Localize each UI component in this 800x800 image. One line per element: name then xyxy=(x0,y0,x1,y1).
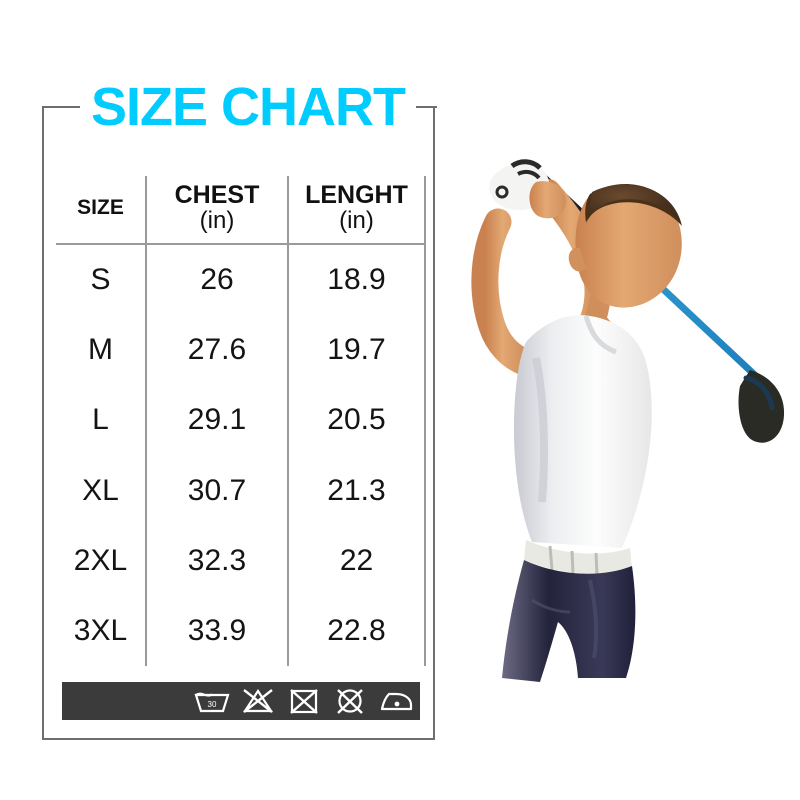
cell-chest: 29.1 xyxy=(146,385,289,456)
cell-length: 22 xyxy=(288,525,426,596)
cell-length: 22.8 xyxy=(288,595,426,666)
column-header-chest: CHEST (in) xyxy=(146,176,289,245)
size-table-container: SIZE CHEST (in) LENGHT (in) S 26 18.9 M … xyxy=(56,176,426,666)
do-not-tumble-dry-icon xyxy=(290,689,318,714)
cell-length: 18.9 xyxy=(288,244,426,316)
table-row: M 27.6 19.7 xyxy=(56,315,426,386)
cell-chest: 26 xyxy=(146,244,289,316)
wash-tub-30-icon: 30 xyxy=(194,692,230,713)
table-header: SIZE CHEST (in) LENGHT (in) xyxy=(56,176,426,245)
table-row: 2XL 32.3 22 xyxy=(56,525,426,596)
column-header-chest-label: CHEST xyxy=(174,181,260,209)
cell-length: 21.3 xyxy=(288,455,426,526)
iron-low-icon xyxy=(380,692,413,711)
column-header-size: SIZE xyxy=(56,176,147,245)
do-not-dry-clean-icon xyxy=(337,689,363,714)
chart-frame xyxy=(42,108,435,740)
cell-length: 20.5 xyxy=(288,385,426,456)
cell-size: 3XL xyxy=(56,595,147,666)
cell-size: L xyxy=(56,385,147,456)
cell-size: 2XL xyxy=(56,525,147,596)
care-symbol-strip: 30 xyxy=(62,682,420,720)
table-row: S 26 18.9 xyxy=(56,244,426,316)
golfer-photo xyxy=(471,159,785,682)
svg-text:30: 30 xyxy=(208,700,217,709)
cell-chest: 32.3 xyxy=(146,525,289,596)
club-head xyxy=(738,370,785,443)
golfer-left-arm xyxy=(471,208,538,376)
column-header-length-unit: (in) xyxy=(339,207,374,234)
table-row: XL 30.7 21.3 xyxy=(56,455,426,526)
column-header-length-label: LENGHT xyxy=(305,181,408,209)
golfer-shorts xyxy=(502,560,636,682)
cell-size: S xyxy=(56,244,147,316)
shirt-collar xyxy=(583,315,617,355)
table-header-row: SIZE CHEST (in) LENGHT (in) xyxy=(56,176,426,245)
cell-length: 19.7 xyxy=(288,315,426,386)
golfer-hands xyxy=(529,181,566,219)
cell-chest: 30.7 xyxy=(146,455,289,526)
page-title: SIZE CHART xyxy=(91,77,406,137)
table-row: L 29.1 20.5 xyxy=(56,385,426,456)
golfer-head xyxy=(568,184,682,308)
table-body: S 26 18.9 M 27.6 19.7 L 29.1 20.5 XL 30.… xyxy=(56,244,426,666)
golfer-shirt xyxy=(514,315,652,548)
golfer-ear xyxy=(568,247,586,272)
frame-top-right-segment xyxy=(416,106,437,108)
cell-chest: 33.9 xyxy=(146,595,289,666)
column-header-length: LENGHT (in) xyxy=(288,176,426,245)
column-header-chest-unit: (in) xyxy=(199,207,235,234)
do-not-bleach-icon xyxy=(242,688,274,713)
cell-size: XL xyxy=(56,455,147,526)
cell-chest: 27.6 xyxy=(146,315,289,386)
table-row: 3XL 33.9 22.8 xyxy=(56,595,426,666)
frame-top-left-segment xyxy=(42,106,80,108)
cell-size: M xyxy=(56,315,147,386)
size-table: SIZE CHEST (in) LENGHT (in) S 26 18.9 M … xyxy=(56,176,426,666)
